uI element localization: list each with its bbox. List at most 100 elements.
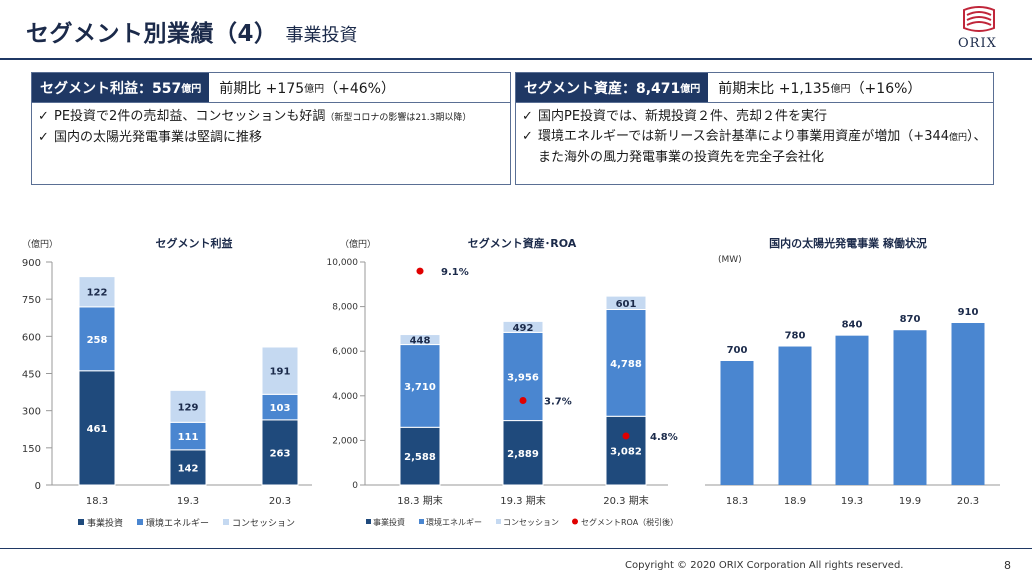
page-header: セグメント別業績（4） 事業投資	[26, 14, 358, 54]
chart2-data-label: 3,082	[610, 447, 642, 458]
copyright-text: Copyright © 2020 ORIX Corporation All ri…	[625, 560, 904, 571]
orix-logo-mark-icon	[963, 6, 995, 32]
chart3-data-label: 870	[900, 314, 921, 325]
bullet-item: ✓ 国内の太陽光発電事業は堅調に推移	[38, 128, 504, 148]
chart2-legend-roa-label: セグメントROA（税引後）	[581, 517, 678, 527]
chart2-legend-swatch	[419, 519, 424, 524]
chart2-data-label: 3,956	[507, 372, 539, 383]
chart2-bar-segment	[605, 308, 647, 417]
chart1-unit-label: （億円）	[22, 238, 58, 250]
chart1-legend-swatch	[223, 519, 229, 525]
chart1-bar-segment	[261, 346, 299, 395]
chart1-legend-label: 環境エネルギー	[146, 517, 209, 529]
chart1-data-label: 263	[270, 448, 291, 459]
bullet-text: PE投資で2件の売却益、コンセッションも好調	[54, 109, 326, 124]
chart2-y-tick: 8,000	[332, 303, 358, 313]
segment-profit-header: セグメント利益：557 億円 前期比 +175 億円 （+46%）	[32, 73, 510, 103]
chart1-y-tick: 600	[22, 332, 41, 343]
chart2-legend-label: 事業投資	[373, 517, 405, 527]
chart1-y-tick: 750	[22, 295, 41, 306]
chart1-y-tick: 0	[35, 481, 41, 492]
chart3-unit-label: (MW)	[718, 255, 742, 265]
chart3-data-label: 700	[727, 345, 748, 356]
bullet-text: 環境エネルギーでは新リース会計基準により事業用資産が増加（+344	[538, 129, 950, 144]
bullet-item: ✓ 国内PE投資では、新規投資２件、売却２件を実行	[522, 107, 987, 127]
segment-assets-header: セグメント資産：8,471 億円 前期末比 +1,135 億円 （+16%）	[516, 73, 993, 103]
chart2-y-tick: 4,000	[332, 392, 358, 402]
chart2-roa-marker	[416, 267, 424, 275]
chart3-bar	[893, 330, 927, 485]
chart3-x-tick: 18.3	[726, 496, 748, 507]
logo-wordmark: ORIX	[958, 36, 997, 51]
chart3-bar	[778, 346, 812, 485]
chart2-y-tick: 2,000	[332, 436, 358, 446]
chart3-data-label: 910	[958, 307, 979, 318]
bullet-note: （新型コロナの影響は21.3期以降）	[325, 113, 472, 123]
chart2-legend-label: 環境エネルギー	[426, 517, 482, 527]
assets-change-value: 前期末比 +1,135	[718, 80, 831, 97]
chart1-bar-segment	[169, 421, 207, 451]
assets-change-percent: （+16%）	[850, 80, 922, 97]
chart2-legend-swatch	[366, 519, 371, 524]
chart2-unit-label: （億円）	[340, 238, 376, 250]
chart1-data-label: 258	[87, 335, 108, 346]
profit-change-unit: 億円	[304, 84, 325, 95]
chart1-bar-segment	[261, 419, 299, 486]
chart1-y-tick: 150	[22, 444, 41, 455]
chart3-data-label: 780	[785, 331, 806, 342]
chart3-title: 国内の太陽光発電事業 稼働状況	[769, 236, 927, 250]
chart1-bar-segment	[261, 393, 299, 421]
chart1-data-label: 103	[270, 403, 291, 414]
bullet-unit: 億円	[949, 133, 968, 143]
chart1-x-tick: 18.3	[86, 496, 108, 507]
chart1-data-label: 129	[178, 402, 199, 413]
chart1-y-tick: 300	[22, 407, 41, 418]
chart2-bar-segment	[502, 320, 544, 333]
chart2-roa-label: 9.1%	[441, 267, 469, 278]
page-title: セグメント別業績（4）	[26, 21, 278, 47]
chart3-x-tick: 20.3	[957, 496, 979, 507]
chart1-x-tick: 19.3	[177, 496, 199, 507]
chart1-legend-swatch	[78, 519, 84, 525]
chart2-roa-label: 3.7%	[544, 396, 572, 407]
segment-assets-change: 前期末比 +1,135 億円 （+16%）	[708, 73, 931, 102]
chart2-data-label: 448	[410, 336, 431, 347]
chart2-bar-segment	[605, 415, 647, 486]
bullet-text-cont: ）、また海外の風力発電事業の投資先を完全子会社化	[538, 129, 987, 165]
chart2-data-label: 2,889	[507, 449, 539, 460]
chart3-x-tick: 19.3	[841, 496, 863, 507]
chart3-bar	[720, 361, 754, 485]
bullet-text: 国内の太陽光発電事業は堅調に推移	[54, 130, 263, 145]
profit-change-percent: （+46%）	[324, 80, 395, 97]
segment-profit-label: セグメント利益：557 億円	[32, 73, 210, 102]
segment-profit-bullets: ✓ PE投資で2件の売却益、コンセッションも好調（新型コロナの影響は21.3期以…	[32, 103, 510, 152]
chart2-y-tick: 0	[352, 481, 358, 491]
chart2-bar-segment	[502, 331, 544, 422]
chart1-data-label: 142	[178, 463, 199, 474]
chart3-bar	[951, 323, 985, 485]
chart2-x-tick: 20.3 期末	[603, 494, 648, 507]
chart2-x-tick: 18.3 期末	[397, 494, 442, 507]
footer-divider	[0, 548, 1032, 549]
check-icon: ✓	[38, 130, 49, 145]
chart1-title: セグメント利益	[156, 236, 233, 250]
chart1-y-tick: 900	[22, 258, 41, 269]
chart3-data-label: 840	[842, 320, 863, 331]
segment-assets-label: セグメント資産：8,471 億円	[516, 73, 709, 102]
chart1-legend-swatch	[137, 519, 143, 525]
chart2-data-label: 2,588	[404, 452, 436, 463]
segment-profit-label-text: セグメント利益：557	[40, 80, 182, 97]
chart2-y-tick: 10,000	[327, 258, 359, 268]
orix-logo: ORIX	[956, 6, 1002, 54]
charts-canvas: セグメント利益 （億円） 0 150 300 450 600 750 900 461 258 122 1…	[22, 236, 1000, 529]
page-subtitle: 事業投資	[285, 25, 358, 46]
chart2-legend-label: コンセッション	[503, 518, 559, 527]
chart2-data-label: 601	[616, 299, 637, 310]
segment-assets-label-text: セグメント資産：8,471	[524, 80, 681, 97]
chart1-y-tick: 450	[22, 370, 41, 381]
chart2-legend-swatch	[496, 519, 501, 524]
header-divider	[0, 58, 1032, 60]
chart3-bar	[835, 335, 869, 485]
chart1-bar-segment	[78, 306, 116, 372]
check-icon: ✓	[38, 109, 49, 124]
